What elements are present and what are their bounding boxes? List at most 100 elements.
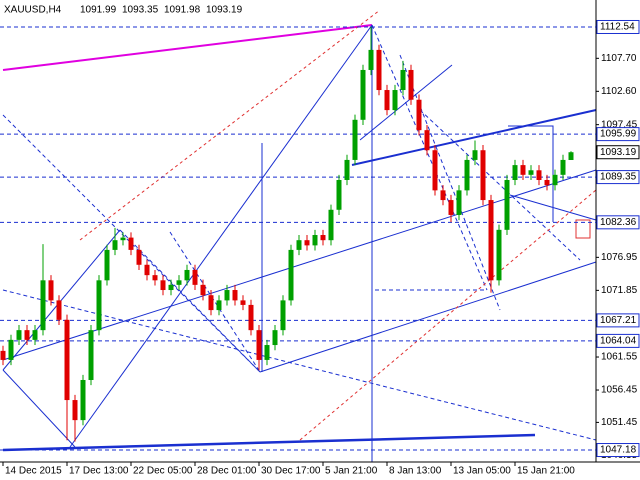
trend-line: [2, 114, 261, 373]
candle-body: [448, 200, 454, 215]
candle-body: [336, 179, 342, 210]
candle-body: [408, 69, 414, 100]
candle-body: [0, 350, 6, 360]
y-tick-label: 1076.95: [601, 252, 638, 263]
x-tick-label: 13 Jan 05:00: [453, 466, 511, 477]
y-tick-label: 1061.55: [601, 352, 638, 363]
candle-body: [496, 229, 502, 281]
candle-body: [568, 152, 574, 160]
trend-line: [2, 229, 121, 371]
header: XAUUSD,H4 1091.99 1093.35 1091.98 1093.1…: [4, 5, 243, 16]
y-tick-label: 1071.85: [601, 285, 638, 296]
candle-body: [192, 269, 198, 285]
level-label: 1095.99: [600, 129, 637, 140]
trend-line: [351, 109, 597, 166]
candle-body: [504, 179, 510, 230]
candle-body: [552, 174, 558, 186]
candle-body: [168, 284, 174, 291]
trend-line: [419, 109, 581, 261]
header-high: 1093.35: [122, 5, 159, 16]
candle-body: [456, 190, 462, 215]
level-label: 1089.35: [600, 172, 637, 183]
level-box: [596, 215, 640, 230]
trend-line: [2, 169, 597, 361]
candle-body: [296, 240, 302, 250]
level-box: [596, 19, 640, 34]
candle-body: [528, 170, 534, 175]
candle-body: [384, 90, 390, 111]
header-close: 1093.19: [206, 5, 243, 16]
candle-body: [32, 330, 38, 340]
level-box: [596, 443, 640, 458]
candle-body: [360, 69, 366, 120]
level-label: 1064.04: [600, 336, 637, 347]
candle-body: [224, 290, 230, 301]
candle-body: [16, 330, 22, 340]
candle-body: [72, 400, 78, 421]
analysis-lines: [2, 9, 597, 462]
y-tick-label: 1107.70: [601, 53, 637, 64]
y-tick-label: 1056.45: [601, 385, 638, 396]
candle-body: [160, 280, 166, 291]
candle-body: [88, 330, 94, 380]
alert-icon: [575, 219, 591, 239]
candle-body: [368, 49, 374, 70]
candle-body: [512, 165, 518, 180]
candle-body: [424, 130, 430, 151]
y-tick-label: 1097.45: [601, 119, 638, 130]
candle-body: [128, 237, 134, 250]
candle-body: [208, 295, 214, 311]
x-tick-label: 30 Dec 17:00: [261, 466, 321, 477]
x-tick-label: 5 Jan 21:00: [325, 466, 378, 477]
x-tick-label: 22 Dec 05:00: [133, 466, 193, 477]
candle-body: [176, 280, 182, 285]
candle-body: [304, 240, 310, 246]
header-open: 1091.99: [80, 5, 117, 16]
candle-body: [520, 165, 526, 175]
candle-body: [184, 269, 190, 281]
candle-body: [472, 150, 478, 160]
candle-body: [288, 249, 294, 301]
y-tick-label: 1102.60: [601, 86, 637, 97]
level-box: [596, 313, 640, 328]
candle-body: [8, 339, 14, 360]
candle-body: [488, 200, 494, 281]
candle-body: [240, 300, 246, 305]
x-tick-label: 15 Jan 21:00: [517, 466, 575, 477]
candle-body: [96, 280, 102, 331]
current-price-box: [596, 145, 640, 160]
candle-body: [256, 330, 262, 360]
candle-body: [464, 159, 470, 191]
candle-body: [320, 235, 326, 241]
candle-body: [376, 49, 382, 91]
trend-line: [399, 54, 501, 311]
candle-body: [64, 319, 70, 401]
x-tick-label: 17 Dec 13:00: [69, 466, 129, 477]
trend-line: [119, 229, 261, 373]
candle-body: [392, 90, 398, 111]
trend-line: [259, 261, 597, 373]
candle-body: [440, 190, 446, 201]
level-label: 1047.18: [600, 445, 637, 456]
x-tick-label: 8 Jan 13:00: [389, 466, 442, 477]
candle-body: [432, 150, 438, 191]
candle-body: [120, 237, 126, 241]
candle-body: [480, 150, 486, 201]
candle-body: [560, 159, 566, 175]
level-label: 1082.36: [600, 217, 637, 228]
candle-body: [264, 345, 270, 360]
y-tick-label: 1051.45: [601, 417, 638, 428]
candle-body: [200, 284, 206, 296]
candle-body: [416, 99, 422, 131]
candle-body: [272, 330, 278, 346]
candle-body: [152, 275, 158, 281]
candle-body: [328, 209, 334, 241]
candle-body: [312, 235, 318, 246]
level-box: [596, 333, 640, 348]
symbol: XAUUSD,H4: [4, 5, 62, 16]
trend-line: [69, 24, 373, 448]
x-tick-label: 28 Dec 01:00: [197, 466, 257, 477]
candle-body: [80, 379, 86, 421]
candle-body: [112, 240, 118, 250]
